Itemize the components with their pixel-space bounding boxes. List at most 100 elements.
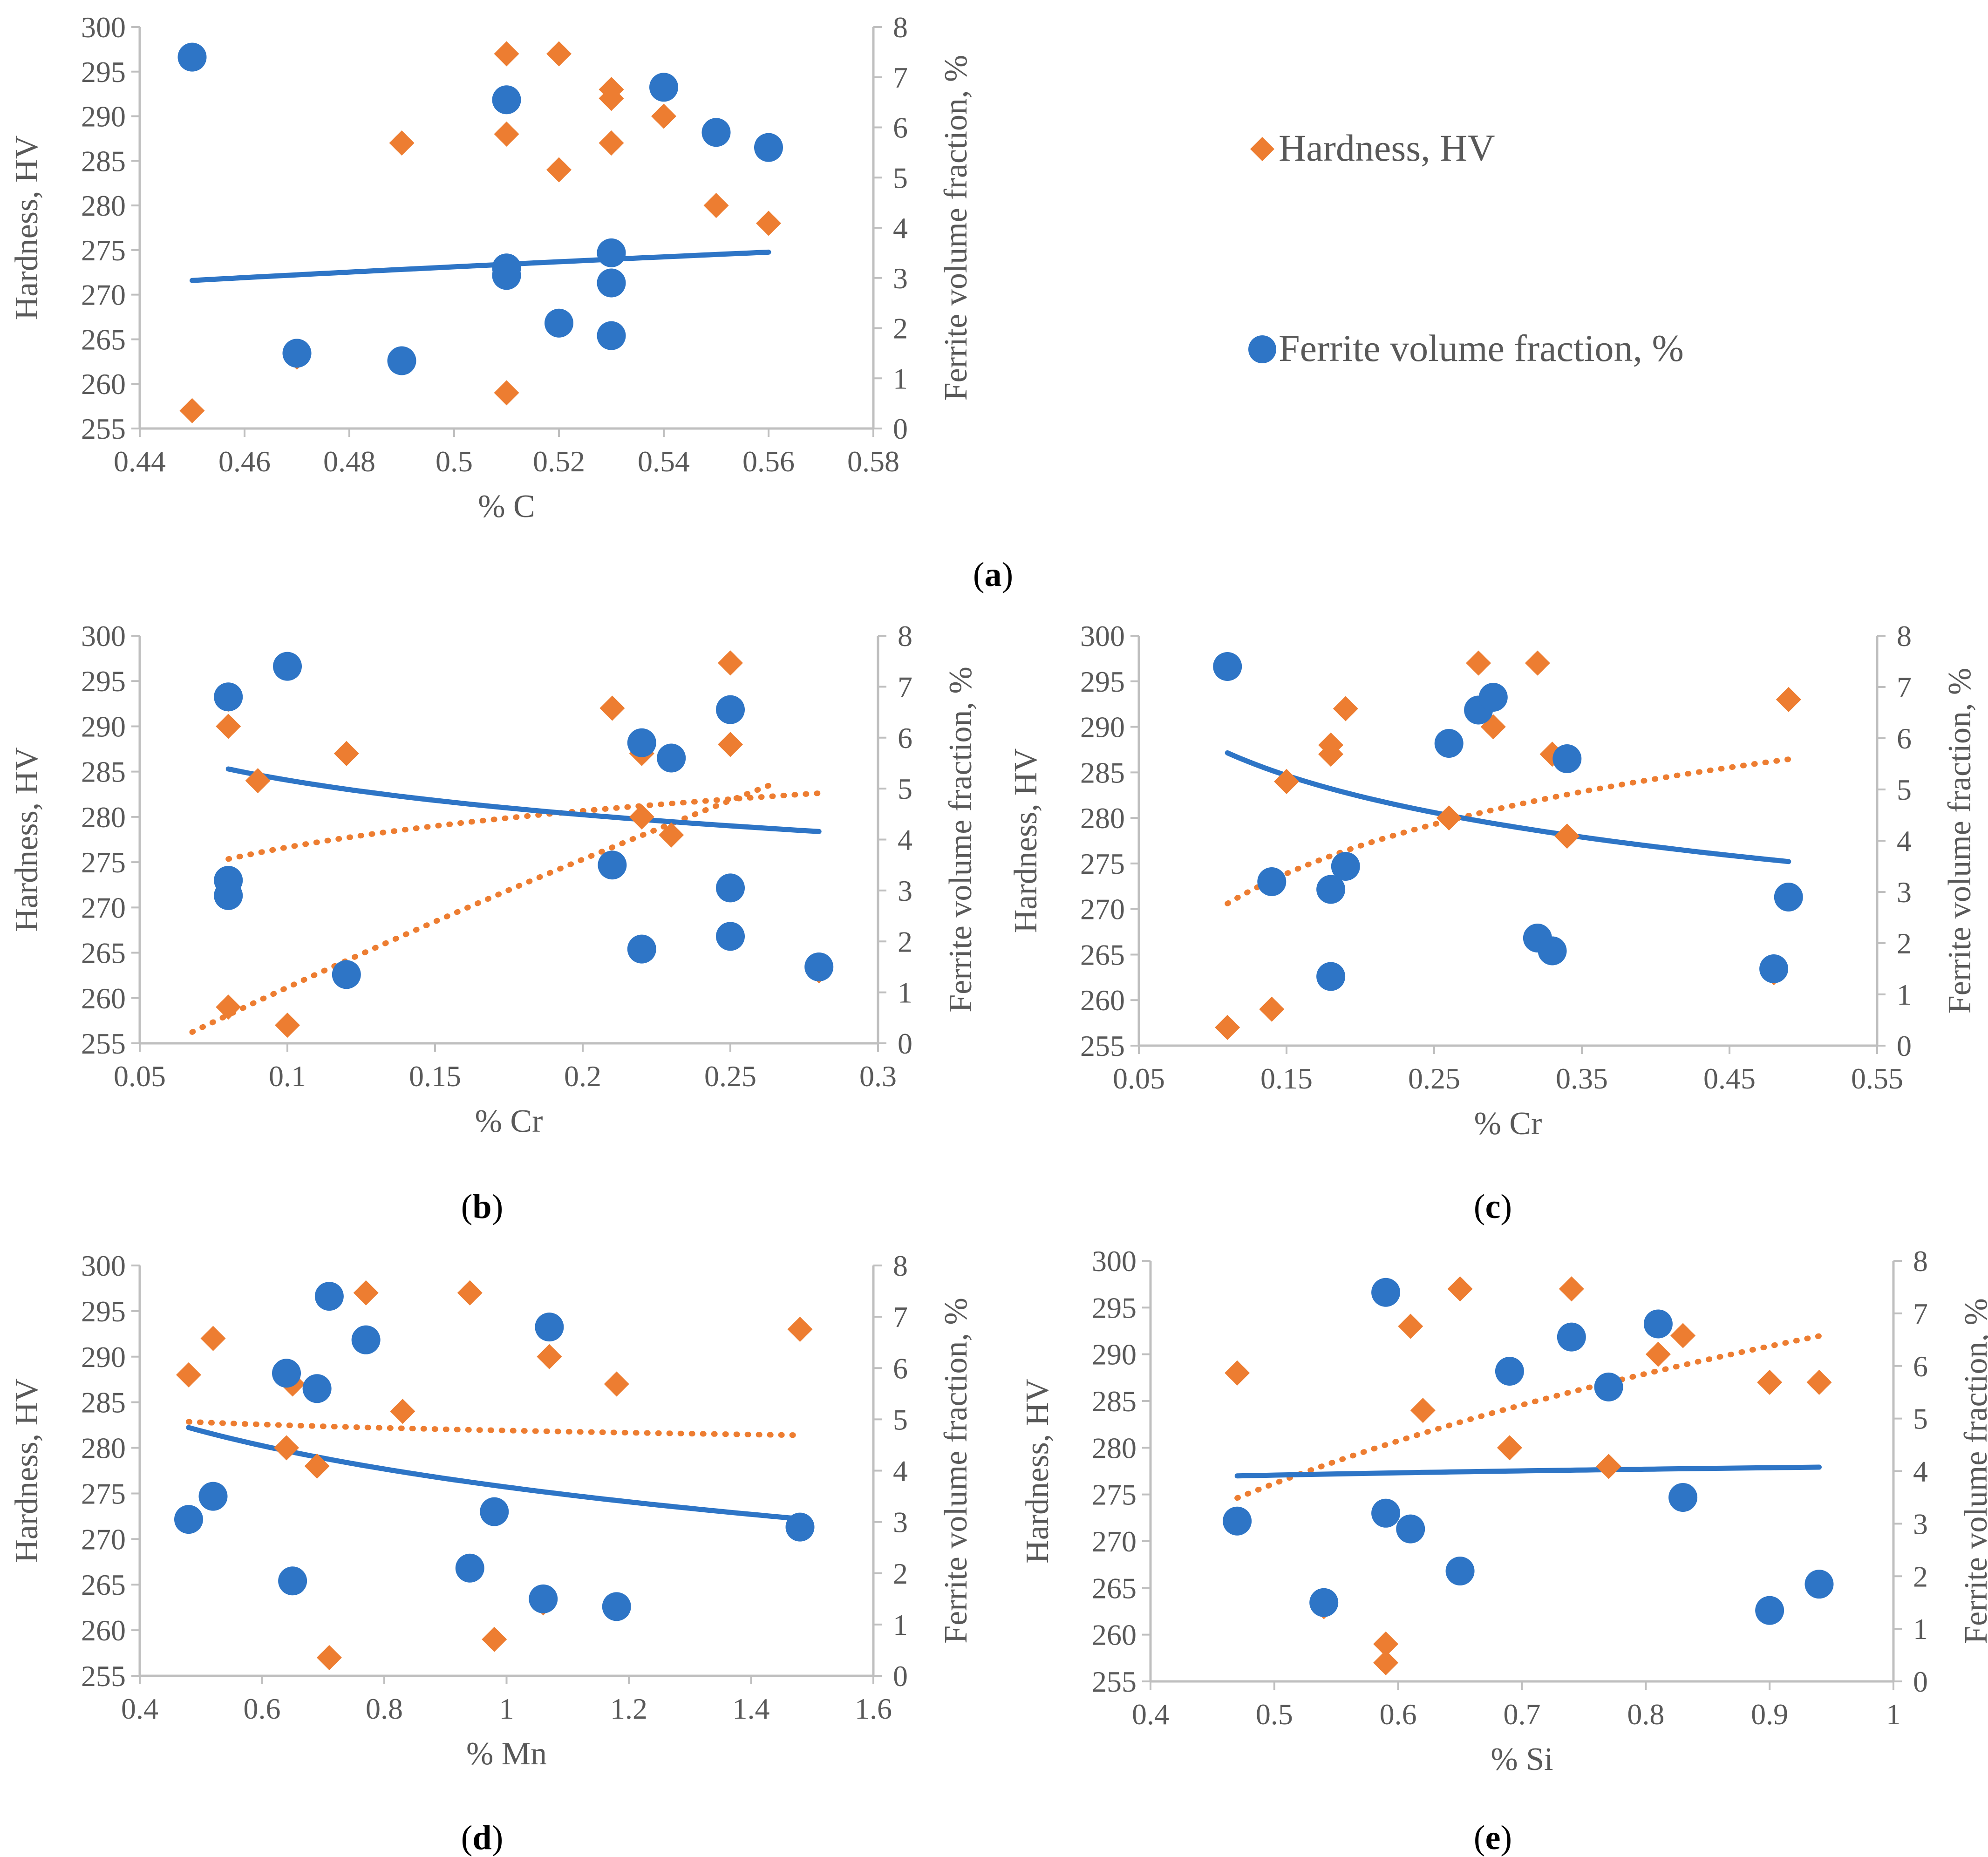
y-tick-label: 270 — [81, 1523, 126, 1556]
y-axis-title: Hardness, HV — [9, 1378, 45, 1563]
hardness-point — [756, 211, 781, 236]
x-tick-label: 1.2 — [610, 1692, 647, 1725]
x-tick-label: 0.48 — [323, 445, 375, 478]
y-tick-label: 280 — [81, 189, 126, 222]
ferrite-point — [716, 922, 745, 951]
hardness-point — [216, 714, 241, 739]
hardness-point — [599, 695, 625, 721]
x-tick-label: 0.05 — [1113, 1062, 1165, 1095]
x-tick-label: 0.25 — [1408, 1062, 1460, 1095]
y-tick-label: 275 — [1080, 847, 1125, 880]
caption-letter: a — [985, 556, 1002, 594]
x-tick-label: 0.6 — [244, 1692, 281, 1725]
x-tick-label: 0.56 — [742, 445, 795, 478]
y2-tick-label: 0 — [898, 1027, 912, 1060]
y2-axis-title: Ferrite volume fraction, % — [1958, 1298, 1988, 1644]
y-axis-title: Hardness, HV — [1020, 1379, 1055, 1564]
y-tick-label: 275 — [81, 234, 126, 267]
legend-ferrite — [1248, 335, 1276, 363]
y2-tick-label: 7 — [893, 61, 908, 94]
ferrite-point — [273, 652, 302, 681]
ferrite-point — [1371, 1498, 1401, 1528]
x-tick-label: 0.8 — [366, 1692, 403, 1725]
ferrite-point — [177, 42, 207, 72]
x-axis-title: % Mn — [466, 1736, 547, 1772]
x-tick-label: 0.44 — [114, 445, 166, 478]
hardness-point — [599, 130, 624, 156]
y2-tick-label: 2 — [1897, 927, 1912, 960]
y-tick-label: 270 — [81, 279, 126, 312]
hardness-point — [604, 1371, 629, 1397]
caption-close-paren: ) — [1002, 556, 1014, 594]
y2-tick-label: 5 — [893, 1403, 908, 1436]
y2-tick-label: 6 — [1913, 1350, 1928, 1383]
y-tick-label: 285 — [81, 144, 126, 177]
ferrite-point — [1434, 729, 1464, 758]
ferrite-point — [1316, 962, 1346, 991]
ferrite-point — [545, 308, 573, 338]
y-tick-label: 300 — [81, 11, 126, 44]
y2-tick-label: 3 — [893, 1506, 908, 1539]
x-tick-label: 0.15 — [1260, 1062, 1313, 1095]
y2-tick-label: 2 — [893, 1557, 908, 1590]
y2-axis-title: Ferrite volume fraction, % — [938, 55, 974, 401]
y2-tick-label: 4 — [1913, 1455, 1928, 1488]
hardness-point — [1410, 1398, 1436, 1423]
y-tick-label: 285 — [81, 755, 126, 789]
y2-axis-title: Ferrite volume fraction, % — [938, 1298, 974, 1644]
caption-letter: e — [1485, 1819, 1501, 1857]
y-tick-label: 265 — [1092, 1571, 1137, 1605]
panel-caption: (c) — [1474, 1188, 1512, 1226]
x-tick-label: 0.45 — [1703, 1062, 1756, 1095]
hardness-point — [1806, 1369, 1832, 1395]
hardness-point — [546, 157, 572, 183]
legend-ferrite-label: Ferrite volume fraction, % — [1279, 327, 1684, 369]
ferrite-point — [1552, 744, 1582, 773]
x-tick-label: 0.6 — [1380, 1698, 1417, 1731]
x-tick-label: 1.6 — [855, 1692, 892, 1725]
hardness-point — [457, 1280, 483, 1306]
y-tick-label: 295 — [81, 1295, 126, 1328]
y-tick-label: 295 — [1092, 1291, 1137, 1324]
x-tick-label: 0.15 — [409, 1060, 461, 1093]
y2-tick-label: 2 — [893, 312, 908, 345]
y-tick-label: 275 — [81, 846, 126, 879]
ferrite-point — [480, 1497, 509, 1526]
y-tick-label: 265 — [1080, 938, 1125, 971]
hardness-point — [1398, 1313, 1423, 1339]
x-tick-label: 0.55 — [1851, 1062, 1903, 1095]
y-axis-title: Hardness, HV — [9, 747, 45, 932]
ferrite-trendline — [190, 249, 771, 283]
y-tick-label: 255 — [81, 1027, 126, 1060]
ferrite-point — [1445, 1556, 1475, 1585]
hardness-point — [599, 86, 624, 111]
charts: 2552602652702752802852902953000123456780… — [9, 11, 1988, 1857]
hardness-point — [1215, 1014, 1240, 1040]
x-tick-label: 0.1 — [269, 1060, 306, 1093]
hardness-point — [216, 994, 241, 1020]
hardness-point — [1497, 1435, 1522, 1461]
hardness-point — [353, 1280, 379, 1306]
y2-tick-label: 7 — [1913, 1297, 1928, 1330]
y2-tick-label: 0 — [893, 412, 908, 445]
hardness-point — [703, 193, 729, 218]
panel-caption: (d) — [461, 1819, 503, 1857]
hardness-point — [787, 1317, 813, 1342]
ferrite-point — [535, 1313, 564, 1342]
y2-tick-label: 3 — [1897, 876, 1912, 909]
hardness-point — [651, 103, 676, 129]
hardness-point — [316, 1645, 342, 1670]
y2-tick-label: 5 — [893, 161, 908, 194]
x-tick-label: 0.2 — [564, 1060, 601, 1093]
y-tick-label: 280 — [81, 1432, 126, 1465]
hardness-point — [200, 1326, 226, 1351]
hardness-point — [1559, 1276, 1584, 1302]
ferrite-point — [272, 1359, 301, 1388]
y2-axis-title: Ferrite volume fraction, % — [943, 667, 979, 1013]
y2-tick-label: 3 — [898, 874, 912, 907]
x-tick-label: 0.5 — [436, 445, 473, 478]
x-tick-label: 1 — [1886, 1698, 1901, 1731]
y2-tick-label: 5 — [1897, 773, 1912, 806]
ferrite-point — [387, 346, 416, 375]
caption-open-paren: ( — [1474, 1188, 1485, 1226]
